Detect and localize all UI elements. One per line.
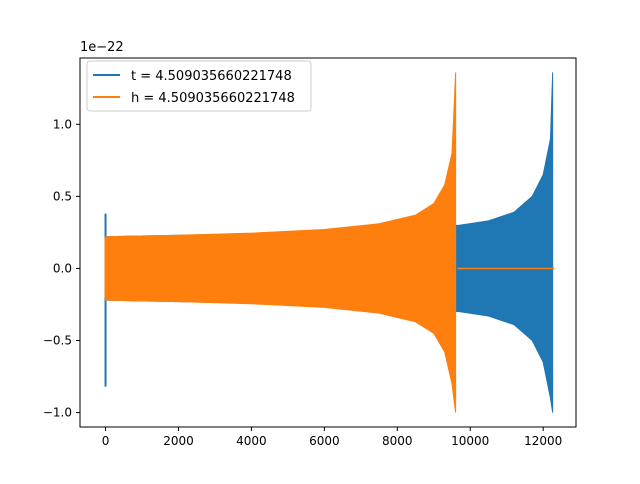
- y-tick-label: −1.0: [43, 406, 72, 420]
- legend-label-t: t = 4.509035660221748: [131, 69, 292, 84]
- legend-frame: [86, 60, 312, 112]
- legend: t = 4.509035660221748 h = 4.509035660221…: [86, 60, 312, 112]
- series-1-band: [105, 72, 457, 413]
- y-tick-label: 1.0: [53, 117, 72, 131]
- series-1: [104, 72, 555, 413]
- x-tick-label: 10000: [451, 434, 489, 448]
- x-tick-label: 8000: [382, 434, 413, 448]
- x-tick-label: 4000: [236, 434, 267, 448]
- x-tick-label: 12000: [524, 434, 562, 448]
- y-tick-label: 0.5: [53, 189, 72, 203]
- x-tick-label: 2000: [163, 434, 194, 448]
- x-tick-label: 6000: [309, 434, 340, 448]
- axes: 0 2000 4000 6000 8000 10000 12000 −1.0 −0.5 0.0 0.…: [43, 57, 577, 448]
- x-tick-label: 0: [102, 434, 110, 448]
- plot-area: [104, 72, 555, 413]
- y-offset-label: 1e−22: [80, 40, 124, 55]
- y-tick-label: 0.0: [53, 261, 72, 275]
- axes-frame: [79, 57, 577, 428]
- y-tick-label: −0.5: [43, 334, 72, 348]
- legend-label-h: h = 4.509035660221748: [131, 91, 295, 106]
